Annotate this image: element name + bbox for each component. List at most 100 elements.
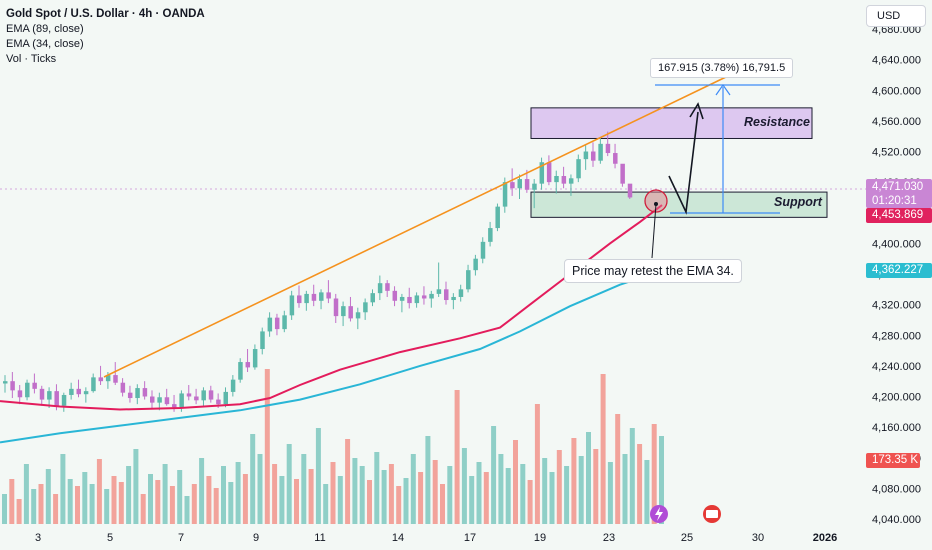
volume-bar — [16, 499, 22, 524]
time-tick-label: 2026 — [812, 532, 838, 544]
candle-body — [502, 182, 508, 207]
volume-bar — [659, 436, 664, 524]
candle-body — [282, 315, 287, 330]
candle-body — [341, 306, 346, 317]
time-tick-label: 30 — [751, 532, 765, 544]
price-tick-label: 4,320.000 — [872, 300, 921, 312]
volume-bar — [607, 462, 613, 524]
candle-body — [605, 143, 611, 154]
candle-body — [568, 178, 574, 184]
candle-body — [524, 179, 530, 190]
candle-body — [517, 179, 522, 189]
volume-bar — [352, 458, 358, 524]
current-price-tag: 4,471.030 01:20:31 — [866, 179, 932, 208]
volume-bar — [483, 472, 489, 524]
time-tick-label: 19 — [533, 532, 547, 544]
candle-body — [3, 381, 8, 384]
candle-body — [311, 293, 317, 301]
volume-bar — [586, 432, 591, 524]
candle-body — [421, 295, 427, 299]
volume-bar — [388, 464, 394, 524]
ema-lines — [0, 204, 663, 444]
candle-body — [466, 270, 471, 290]
support-label: Support — [774, 195, 822, 209]
volume-bar — [469, 476, 475, 524]
candle-body — [201, 390, 206, 401]
candle-body — [69, 388, 74, 395]
measure-label: 167.915 (3.78%) 16,791.5 — [650, 58, 794, 78]
event-flag-glyph — [706, 510, 718, 518]
indicator-volume[interactable]: Vol · Ticks — [6, 53, 57, 65]
candle-body — [407, 296, 412, 304]
volume-bar — [651, 424, 657, 524]
volume-bar — [564, 466, 570, 524]
retest-circle — [644, 189, 668, 213]
price-tick-label: 4,200.000 — [872, 392, 921, 404]
volume-bar — [126, 466, 132, 524]
candle-body — [105, 375, 111, 382]
candle-body — [179, 393, 184, 408]
symbol-title[interactable]: Gold Spot / U.S. Dollar · 4h · OANDA — [6, 8, 205, 20]
volume-bar — [155, 480, 161, 524]
volume-bar — [279, 476, 285, 524]
volume-bar — [644, 460, 650, 524]
volume-bar — [425, 436, 431, 524]
candle-body — [260, 331, 265, 350]
volume-bar — [432, 460, 438, 524]
candle-body — [150, 396, 155, 403]
volume-bar — [264, 369, 270, 524]
candle-body — [510, 182, 515, 189]
candle-body — [620, 163, 625, 184]
volume-bar — [447, 466, 453, 524]
price-tick-label: 4,640.000 — [872, 55, 921, 67]
candle-body — [54, 391, 59, 406]
candle-body — [627, 183, 633, 198]
projection-arrow — [668, 111, 699, 215]
volume-bar — [191, 484, 197, 524]
candle-body — [216, 399, 221, 405]
ema89-line — [0, 269, 663, 444]
time-tick-label: 11 — [314, 532, 326, 544]
candle-body — [546, 162, 552, 183]
candle-body — [267, 317, 273, 332]
indicator-ema89[interactable]: EMA (89, close) — [6, 23, 84, 35]
volume-bar — [593, 449, 599, 524]
current-price-value: 4,471.030 — [872, 181, 924, 193]
volume-bar — [622, 454, 628, 524]
volume-bar — [571, 438, 577, 524]
candle-body — [47, 391, 52, 400]
volume-bar — [454, 390, 460, 524]
candle-body — [113, 375, 118, 383]
candle-body — [230, 379, 236, 392]
candle-body — [289, 295, 295, 316]
volume-bar — [228, 482, 234, 524]
volume-bar — [133, 449, 139, 524]
candle-body — [208, 390, 214, 400]
volume-bar — [75, 486, 80, 524]
volume-bar — [286, 444, 292, 524]
volume-bar — [184, 496, 190, 524]
candle-body — [186, 393, 192, 397]
resistance-label: Resistance — [744, 115, 811, 129]
candle-body — [39, 388, 45, 400]
volume-bar — [556, 450, 562, 524]
volume-bar — [60, 454, 66, 524]
price-tick-label: 4,680.000 — [872, 24, 921, 36]
candle-body — [10, 381, 15, 391]
candle-body — [355, 312, 361, 319]
indicator-ema34[interactable]: EMA (34, close) — [6, 38, 84, 50]
candle-body — [83, 391, 89, 395]
candle-body — [274, 317, 280, 330]
volume-bar — [250, 434, 256, 524]
currency-button[interactable]: USD — [866, 5, 926, 27]
volume-bar — [140, 494, 146, 524]
volume-bar — [440, 484, 445, 524]
candle-body — [414, 295, 420, 304]
volume-bar — [527, 480, 533, 524]
volume-bar — [418, 472, 424, 524]
volume-bar — [600, 374, 606, 524]
volume-bar — [257, 454, 263, 524]
time-tick-label: 7 — [177, 532, 185, 544]
volume-bar — [294, 479, 299, 524]
